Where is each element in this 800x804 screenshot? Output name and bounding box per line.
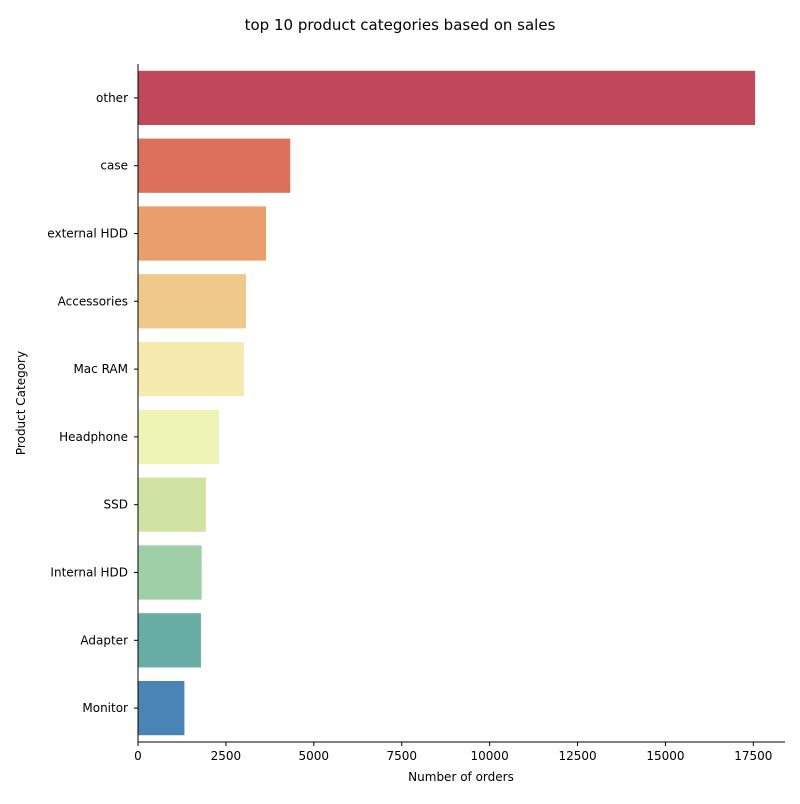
x-tick-label: 5000 (299, 749, 330, 763)
chart-title: top 10 product categories based on sales (245, 16, 556, 34)
y-tick-label: Internal HDD (50, 566, 128, 580)
y-tick-label: case (100, 159, 128, 173)
x-tick-label: 17500 (734, 749, 772, 763)
bar-external-hdd (138, 206, 266, 261)
bar-case (138, 138, 291, 193)
bar-accessories (138, 274, 246, 329)
bar-internal-hdd (138, 545, 202, 600)
y-tick-label: Adapter (80, 633, 128, 647)
y-tick-label: Mac RAM (73, 362, 128, 376)
y-tick-label: other (96, 91, 128, 105)
x-tick-label: 10000 (471, 749, 509, 763)
x-tick-label: 7500 (386, 749, 417, 763)
x-tick-label: 0 (134, 749, 142, 763)
bar-headphone (138, 409, 219, 465)
bar-ssd (138, 477, 206, 532)
bar-mac-ram (138, 341, 244, 397)
x-tick-label: 2500 (211, 749, 242, 763)
y-tick-label: SSD (104, 498, 128, 512)
x-tick-label: 12500 (558, 749, 596, 763)
y-tick-label: Headphone (59, 430, 128, 444)
y-axis-title: Product Category (14, 351, 28, 455)
x-axis-title: Number of orders (408, 770, 514, 784)
bar-other (138, 70, 756, 126)
x-axis-ticks: 0 2500 5000 7500 10000 12500 15000 17500 (134, 742, 772, 763)
x-tick-label: 15000 (646, 749, 684, 763)
bars-group (138, 70, 756, 736)
y-tick-label: external HDD (47, 227, 128, 241)
bar-adapter (138, 613, 201, 668)
y-tick-label: Monitor (82, 701, 128, 715)
bar-monitor (138, 680, 185, 736)
y-tick-label: Accessories (58, 294, 128, 308)
y-axis-ticks: other case external HDD Accessories Mac RAM H… (47, 91, 138, 715)
